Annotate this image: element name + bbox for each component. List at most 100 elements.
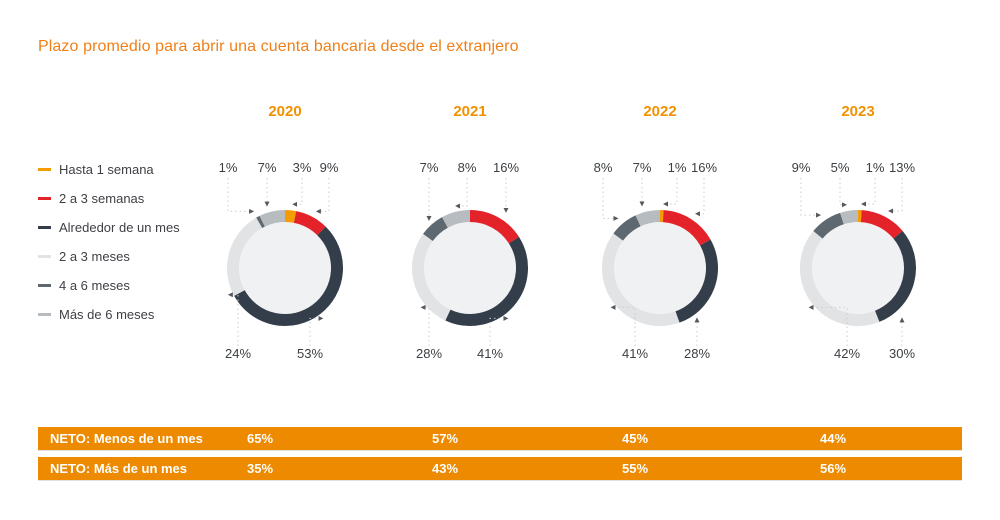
segment-value-label: 3%: [293, 160, 312, 175]
label-connector: [808, 304, 848, 346]
legend-item: Alrededor de un mes: [38, 213, 180, 242]
segment-value-label: 7%: [633, 160, 652, 175]
legend-swatch: [38, 168, 51, 171]
donut-segment-2 a 3 meses: [799, 231, 880, 326]
donut-center: [614, 222, 706, 314]
donut-chart-2020: 1% 7% 3% 9% 24% 53%: [219, 160, 343, 361]
donut-chart-2021: 7% 8% 16% 28% 41%: [412, 160, 528, 361]
net-value: 44%: [819, 431, 847, 446]
segment-value-label: 30%: [889, 346, 915, 361]
segment-value-label: 13%: [889, 160, 915, 175]
segment-value-label: 16%: [691, 160, 717, 175]
segment-value-label: 41%: [622, 346, 648, 361]
year-label: 2023: [841, 103, 875, 120]
year-column-2022: 2022 8% 7% 1% 16% 41% 28%: [563, 102, 757, 432]
net-value: 57%: [431, 431, 459, 446]
donut-segment-Alrededor de un mes: [675, 239, 718, 323]
segment-value-label: 42%: [834, 346, 860, 361]
label-connector: [455, 178, 468, 209]
donut-segment-Hasta 1 semana: [284, 210, 297, 223]
label-connector: [861, 178, 876, 207]
donut-segment-Alrededor de un mes: [445, 236, 528, 326]
label-connector: [309, 315, 324, 346]
label-connector: [888, 178, 903, 214]
segment-value-label: 16%: [493, 160, 519, 175]
net-value: 65%: [246, 431, 274, 446]
legend-swatch: [38, 284, 51, 287]
donut-chart-2023: 9% 5% 1% 13% 42% 30%: [792, 160, 916, 361]
legend-swatch: [38, 255, 51, 258]
legend-swatch: [38, 197, 51, 200]
segment-value-label: 9%: [792, 160, 811, 175]
donut-segment-4 a 6 meses: [423, 217, 449, 242]
donut-segment-Más de 6 meses: [259, 210, 286, 227]
donut-segment-2 a 3 semanas: [293, 211, 326, 236]
label-connector: [610, 304, 636, 346]
year-column-2021: 2021 7% 8% 16% 28% 41%: [373, 102, 567, 432]
donut-segment-4 a 6 meses: [813, 212, 845, 239]
net-row-label: NETO: Más de un mes: [50, 461, 188, 476]
donut-segment-2 a 3 semanas: [469, 210, 519, 244]
label-connector: [800, 178, 822, 218]
year-column-2023: 2023 9% 5% 1% 13% 42% 30%: [761, 102, 955, 432]
donut-segment-Alrededor de un mes: [874, 231, 916, 322]
segment-value-label: 9%: [320, 160, 339, 175]
label-connector: [227, 292, 239, 346]
segment-value-label: 1%: [866, 160, 885, 175]
label-connector: [420, 304, 430, 346]
segment-value-label: 28%: [684, 346, 710, 361]
segment-value-label: 7%: [258, 160, 277, 175]
segment-value-label: 41%: [477, 346, 503, 361]
donut-center: [812, 222, 904, 314]
legend-item: Hasta 1 semana: [38, 155, 180, 184]
legend-label: Más de 6 meses: [59, 307, 155, 322]
chart-title: Plazo promedio para abrir una cuenta ban…: [38, 38, 519, 55]
year-column-2020: 2020 1% 7% 3% 9% 24% 53%: [188, 102, 382, 432]
donut-segment-2 a 3 meses: [412, 233, 451, 321]
label-connector: [292, 178, 303, 207]
segment-value-label: 7%: [420, 160, 439, 175]
segment-value-label: 28%: [416, 346, 442, 361]
legend-label: 2 a 3 semanas: [59, 191, 145, 206]
label-connector: [315, 178, 330, 214]
donut-center: [424, 222, 516, 314]
segment-value-label: 8%: [594, 160, 613, 175]
net-row: NETO: Más de un mes 35% 43% 55% 56%: [38, 457, 962, 481]
donut-segment-2 a 3 meses: [602, 233, 680, 326]
net-value: 55%: [621, 461, 649, 476]
segment-value-label: 1%: [668, 160, 687, 175]
donut-segment-2 a 3 meses: [227, 217, 263, 296]
donut-center: [239, 222, 331, 314]
legend-label: Alrededor de un mes: [59, 220, 180, 235]
year-label: 2021: [453, 103, 487, 120]
legend-item: Más de 6 meses: [38, 300, 180, 329]
legend-item: 2 a 3 meses: [38, 242, 180, 271]
label-connector: [227, 178, 255, 214]
donut-segment-Más de 6 meses: [635, 210, 661, 227]
legend-swatch: [38, 226, 51, 229]
label-connector: [839, 178, 847, 208]
donut-segment-4 a 6 meses: [613, 215, 641, 241]
segment-value-label: 1%: [219, 160, 238, 175]
donut-segment-Más de 6 meses: [442, 210, 471, 228]
segment-value-label: 8%: [458, 160, 477, 175]
label-connector: [489, 315, 509, 346]
label-connector: [694, 178, 705, 217]
label-connector: [662, 178, 678, 207]
label-connector: [602, 178, 619, 221]
year-label: 2022: [643, 103, 677, 120]
donut-chart-2022: 8% 7% 1% 16% 41% 28%: [594, 160, 718, 361]
donut-segment-Alrededor de un mes: [234, 226, 343, 326]
legend-label: 4 a 6 meses: [59, 278, 130, 293]
legend-label: Hasta 1 semana: [59, 162, 154, 177]
net-row-label: NETO: Menos de un mes: [50, 431, 203, 446]
legend-item: 4 a 6 meses: [38, 271, 180, 300]
net-value: 56%: [819, 461, 847, 476]
legend-label: 2 a 3 meses: [59, 249, 130, 264]
donut-segment-4 a 6 meses: [256, 215, 265, 229]
donut-segment-Más de 6 meses: [840, 210, 859, 225]
legend-swatch: [38, 313, 51, 316]
net-row: NETO: Menos de un mes 65% 57% 45% 44%: [38, 427, 962, 451]
net-value: 43%: [431, 461, 459, 476]
